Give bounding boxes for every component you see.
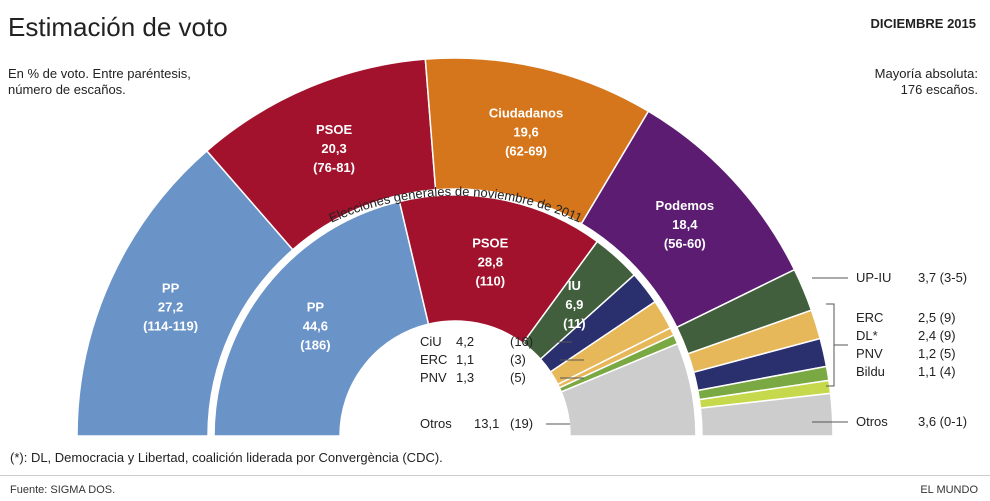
outer-label-podemos-1: 18,4 [672, 217, 698, 232]
source-label: Fuente: SIGMA DOS. [10, 484, 116, 496]
inner-callout-seats-ciu: (16) [510, 334, 533, 349]
majority-line-2: 176 escaños. [900, 82, 978, 97]
inner-label-psoe-2: (110) [475, 274, 505, 289]
callout-name-up-iu: UP-IU [856, 270, 891, 285]
page-title: Estimación de voto [8, 12, 228, 42]
inner-callout-value-erc: 1,1 [456, 352, 474, 367]
inner-label-psoe-1: 28,8 [478, 255, 503, 270]
callout-bracket [826, 303, 848, 387]
inner-callout-value-pnv: 1,3 [456, 370, 474, 385]
subtitle: En % de voto. Entre paréntesis, número d… [8, 66, 238, 98]
outer-label-pp-0: PP [162, 281, 180, 296]
inner-callout-name-erc: ERC [420, 352, 447, 367]
inner-callout-seats-erc: (3) [510, 352, 526, 367]
outer-label-psoe-1: 20,3 [321, 141, 346, 156]
subtitle-line-1: En % de voto. Entre paréntesis, [8, 66, 191, 81]
footnote: (*): DL, Democracia y Libertad, coalició… [10, 450, 443, 465]
inner-label-pp-0: PP [307, 300, 325, 315]
inner-slice-psoe [398, 194, 599, 345]
callout-name-erc: ERC [856, 310, 883, 325]
divider [0, 475, 990, 476]
callout-value-otros: 3,6 (0-1) [918, 414, 967, 429]
callout-value-bildu: 1,1 (4) [918, 364, 956, 379]
outer-label-podemos-2: (56-60) [664, 236, 706, 251]
callouts: UP-IU 3,7 (3-5) ERC 2,5 (9) DL* 2,4 (9) PNV 1,2… [420, 270, 967, 431]
outer-label-podemos-0: Podemos [656, 198, 715, 213]
outer-label-pp-2: (114-119) [143, 319, 198, 334]
inner-callout-name-pnv: PNV [420, 370, 447, 385]
callout-value-erc: 2,5 (9) [918, 310, 956, 325]
outer-label-pp-1: 27,2 [158, 300, 183, 315]
inner-label-pp-1: 44,6 [303, 319, 328, 334]
inner-label-iu-2: (11) [563, 316, 585, 331]
outer-slice-otros [699, 392, 834, 437]
brand-label: EL MUNDO [920, 484, 978, 496]
inner-callout-name-otros: Otros [420, 416, 452, 431]
inner-ring: PP 44,6 (186) PSOE 28,8 (110) IU 6,9 (11) [213, 194, 697, 437]
callout-name-otros: Otros [856, 414, 888, 429]
inner-callout-name-ciu: CiU [420, 334, 442, 349]
callout-name-pnv: PNV [856, 346, 883, 361]
outer-label-ciudadanos-2: (62-69) [505, 144, 547, 159]
callout-value-up-iu: 3,7 (3-5) [918, 270, 967, 285]
inner-label-psoe-0: PSOE [472, 236, 508, 251]
outer-label-psoe-0: PSOE [316, 122, 352, 137]
date-label: DICIEMBRE 2015 [870, 16, 976, 31]
outer-ring: PP 27,2 (114-119) PSOE 20,3 (76-81) Ciudadanos… [76, 57, 834, 437]
callout-value-pnv: 1,2 (5) [918, 346, 956, 361]
subtitle-line-2: número de escaños. [8, 82, 126, 97]
outer-label-ciudadanos-1: 19,6 [513, 125, 538, 140]
inner-slice-otros [560, 342, 697, 437]
callout-name-bildu: Bildu [856, 364, 885, 379]
inner-label-iu-1: 6,9 [565, 297, 583, 312]
outer-label-ciudadanos-0: Ciudadanos [489, 106, 563, 121]
inner-label-pp-2: (186) [300, 338, 330, 353]
inner-callout-seats-otros: (19) [510, 416, 533, 431]
inner-callout-seats-pnv: (5) [510, 370, 526, 385]
majority-note: Mayoría absoluta: 176 escaños. [778, 66, 978, 98]
inner-callout-value-ciu: 4,2 [456, 334, 474, 349]
callout-name-dl: DL* [856, 328, 878, 343]
majority-line-1: Mayoría absoluta: [874, 66, 978, 81]
outer-label-psoe-2: (76-81) [313, 160, 355, 175]
inner-label-iu-0: IU [568, 278, 581, 293]
inner-callout-value-otros: 13,1 [474, 416, 499, 431]
inner-slice-pp [213, 200, 430, 437]
callout-value-dl: 2,4 (9) [918, 328, 956, 343]
